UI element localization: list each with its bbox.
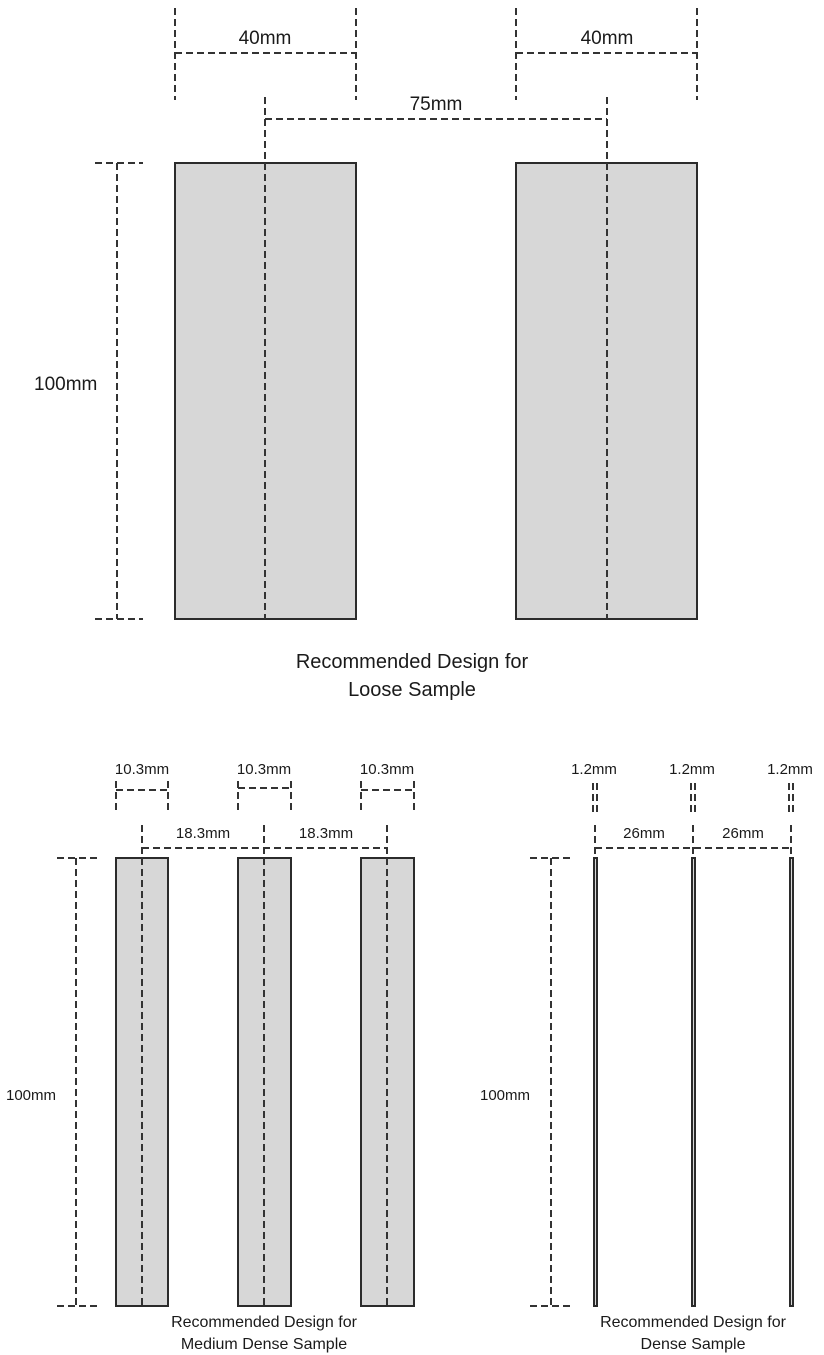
- loose-height-label: 100mm: [34, 374, 97, 395]
- dense-width-3-label: 1.2mm: [767, 761, 813, 778]
- medium-width-2-label: 10.3mm: [237, 761, 291, 778]
- loose-sample-design: 40mm 40mm 75mm 100mm Recommended Design …: [30, 8, 698, 701]
- dense-caption-line-2: Dense Sample: [641, 1336, 746, 1353]
- medium-width-3-label: 10.3mm: [360, 761, 414, 778]
- dense-height-label-backdrop: [478, 1082, 546, 1108]
- dense-sample-bar-2: [691, 857, 696, 1307]
- medium-height-label: 100mm: [6, 1087, 56, 1104]
- dense-spacing-1-label: 26mm: [623, 825, 665, 842]
- dense-width-2-label: 1.2mm: [669, 761, 715, 778]
- loose-spacing-label: 75mm: [410, 94, 463, 115]
- medium-height-label-backdrop: [4, 1082, 72, 1108]
- medium-dense-sample-design: 10.3mm 10.3mm 10.3mm 18.3mm 18.3mm 100mm…: [4, 761, 415, 1353]
- dense-width-1-label: 1.2mm: [571, 761, 617, 778]
- dense-spacing-2-label: 26mm: [722, 825, 764, 842]
- medium-caption-line-2: Medium Dense Sample: [181, 1336, 347, 1353]
- dense-caption-line-1: Recommended Design for: [600, 1314, 787, 1331]
- dense-height-label: 100mm: [480, 1087, 530, 1104]
- medium-spacing-1-label: 18.3mm: [176, 825, 230, 842]
- loose-width-left-label: 40mm: [239, 28, 292, 49]
- medium-width-1-label: 10.3mm: [115, 761, 169, 778]
- dense-sample-bar-3: [789, 857, 794, 1307]
- loose-height-label-backdrop: [30, 368, 112, 398]
- medium-spacing-2-label: 18.3mm: [299, 825, 353, 842]
- loose-caption-line-1: Recommended Design for: [296, 651, 529, 673]
- medium-caption-line-1: Recommended Design for: [171, 1314, 358, 1331]
- dense-sample-design: 1.2mm 1.2mm 1.2mm 26mm 26mm 100mm Recomm…: [478, 761, 813, 1353]
- dense-sample-bar-1: [593, 857, 598, 1307]
- loose-width-right-label: 40mm: [581, 28, 634, 49]
- loose-caption-line-2: Loose Sample: [348, 679, 476, 701]
